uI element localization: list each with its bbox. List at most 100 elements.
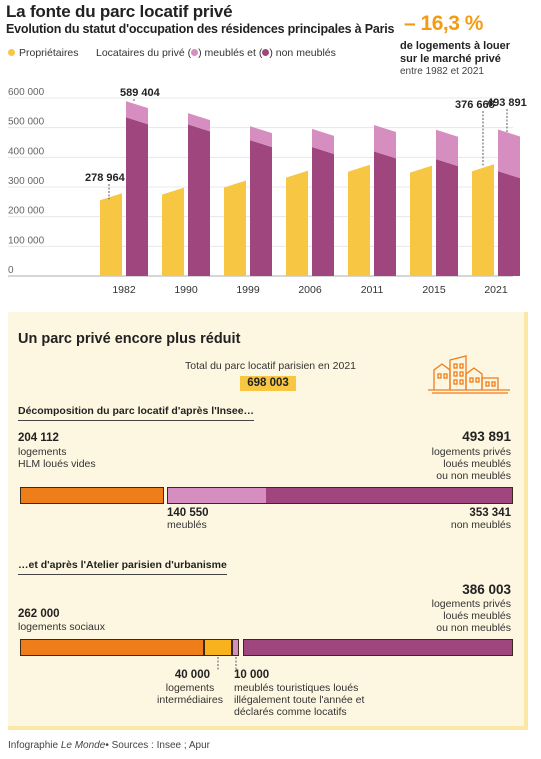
total-value: 698 003 xyxy=(240,376,296,391)
legend-owners-dot xyxy=(8,49,15,56)
apur-intermediate-label1: logements xyxy=(165,682,215,694)
x-tick-label: 2011 xyxy=(361,284,384,296)
data-label: 493 891 xyxy=(487,97,527,109)
bar-chart: 0 100 000 200 000 300 000 400 000 500 000 600 … xyxy=(8,87,527,296)
insee-hlm-value: 204 112 xyxy=(18,432,59,444)
unfurnished-bar xyxy=(498,171,520,276)
apur-private-label: logements privés loués meublés ou non me… xyxy=(360,598,511,634)
data-label: 278 964 xyxy=(85,172,126,184)
kpi-line2: sur le marché privé xyxy=(400,53,501,65)
owners-bar xyxy=(162,187,184,276)
insee-furnished-label: meublés xyxy=(167,519,207,531)
apur-social-bar xyxy=(20,639,204,656)
furnished-bar xyxy=(188,113,210,132)
x-tick-label: 2006 xyxy=(298,284,322,296)
unfurnished-bar xyxy=(188,124,210,276)
furnished-bar xyxy=(436,129,458,167)
insee-private-value: 493 891 xyxy=(462,429,511,444)
legend-tenants-mid: ) meublés et ( xyxy=(198,47,263,59)
y-tick-label: 200 000 xyxy=(8,206,45,217)
apur-leader-lines xyxy=(217,657,237,670)
insee-hlm-bar xyxy=(20,487,164,504)
unfurnished-bar xyxy=(436,159,458,276)
owners-bar xyxy=(286,170,308,276)
y-tick-label: 600 000 xyxy=(8,87,45,98)
chart-subtitle: Evolution du statut d'occupation des rés… xyxy=(6,22,395,36)
owners-bar xyxy=(224,180,246,276)
apur-tourist-label1: meublés touristiques loués xyxy=(234,682,359,694)
unfurnished-bar xyxy=(312,146,334,276)
legend-tenants-suffix: ) non meublés xyxy=(269,47,336,59)
kpi-text: de logements à louer sur le marché privé xyxy=(400,40,536,66)
unfurnished-bar xyxy=(250,140,272,276)
legend-owners: Propriétaires xyxy=(8,47,79,59)
insee-unfurnished-label: non meublés xyxy=(450,519,511,531)
furnished-bar xyxy=(250,126,272,148)
insee-furnished-value: 140 550 xyxy=(167,507,209,519)
owners-bar xyxy=(100,193,122,276)
y-tick-label: 300 000 xyxy=(8,176,45,187)
owners-bar xyxy=(472,164,494,276)
apur-private-value: 386 003 xyxy=(462,582,511,597)
apur-intermediate-bar xyxy=(204,639,232,656)
x-tick-label: 2015 xyxy=(422,284,446,296)
total-label: Total du parc locatif parisien en 2021 xyxy=(184,360,357,372)
furnished-bar xyxy=(498,129,520,179)
insee-hlm-label1: logements xyxy=(18,446,67,458)
furnished-bar xyxy=(126,101,148,125)
legend-furnished-dot xyxy=(191,49,199,56)
insee-private-label3: ou non meublés xyxy=(436,470,511,482)
footer-sources: • Sources : Insee ; Apur xyxy=(105,740,210,751)
x-tick-label: 1999 xyxy=(236,284,260,296)
y-tick-label: 0 xyxy=(8,265,14,276)
kpi-line1: de logements à louer xyxy=(400,40,511,52)
kpi-value: – 16,3 % xyxy=(404,12,483,35)
footer-credit: Infographie Le Monde• Sources : Insee ; … xyxy=(8,740,210,751)
insee-private-label2: loués meublés xyxy=(443,458,511,470)
legend-owners-label: Propriétaires xyxy=(19,47,79,59)
apur-private-label1: logements privés xyxy=(431,598,511,610)
x-tick-label: 2021 xyxy=(484,284,508,296)
apur-private-bar xyxy=(243,639,513,656)
apur-private-label2: loués meublés xyxy=(443,610,511,622)
apur-tourist-label2: illégalement toute l'année et xyxy=(234,694,365,706)
chart-title: La fonte du parc locatif privé xyxy=(6,2,233,21)
insee-private-bar xyxy=(167,487,513,504)
x-tick-label: 1990 xyxy=(174,284,198,296)
apur-private-label3: ou non meublés xyxy=(436,622,511,634)
footer-prefix: Infographie xyxy=(8,740,59,751)
insee-hlm-label2: HLM loués vides xyxy=(18,458,96,470)
y-tick-label: 100 000 xyxy=(8,235,45,246)
panel-title: Un parc privé encore plus réduit xyxy=(18,331,241,347)
owners-bar xyxy=(410,165,432,276)
legend-tenants: Locataires du privé ( ) meublés et ( ) non… xyxy=(96,47,336,59)
data-label: 376 668 xyxy=(455,99,495,111)
apur-heading: …et d'après l'Atelier parisien d'urbanis… xyxy=(18,559,227,575)
apur-social-value: 262 000 xyxy=(18,608,60,620)
legend-tenants-prefix: Locataires du privé ( xyxy=(96,47,192,59)
x-tick-label: 1982 xyxy=(112,284,136,296)
unfurnished-bar xyxy=(374,151,396,276)
insee-heading: Décomposition du parc locatif d'après l'… xyxy=(18,405,255,421)
y-tick-label: 400 000 xyxy=(8,146,45,157)
buildings-icon xyxy=(428,355,510,394)
insee-hlm-label: logements HLM loués vides xyxy=(18,446,96,470)
apur-tourist-value: 10 000 xyxy=(234,669,270,681)
legend-unfurnished-dot xyxy=(262,49,270,56)
footer-brand: Le Monde xyxy=(60,740,106,751)
insee-unfurnished-value: 353 341 xyxy=(469,507,511,519)
kpi-sub: entre 1982 et 2021 xyxy=(400,66,484,77)
data-label: 589 404 xyxy=(120,87,161,99)
owners-bar xyxy=(348,164,370,276)
apur-intermediate-label2: intermédiaires xyxy=(157,694,223,706)
apur-tourist-bar xyxy=(232,639,239,656)
apur-tourist-label: meublés touristiques loués illégalement … xyxy=(234,682,364,718)
insee-private-label1: logements privés xyxy=(431,446,511,458)
unfurnished-bar xyxy=(126,117,148,277)
apur-tourist-label3: déclarés comme locatifs xyxy=(234,706,347,718)
y-tick-label: 500 000 xyxy=(8,117,45,128)
furnished-bar xyxy=(374,124,396,159)
apur-social-label: logements sociaux xyxy=(18,621,105,633)
insee-private-label: logements privés loués meublés ou non me… xyxy=(360,446,511,482)
apur-intermediate-value: 40 000 xyxy=(174,669,210,681)
